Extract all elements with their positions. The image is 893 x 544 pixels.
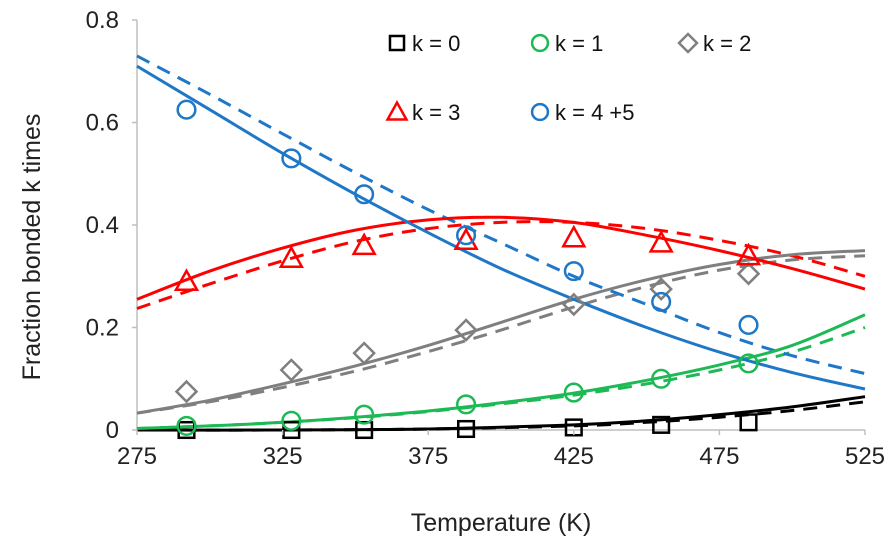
- legend-label-k4: k = 4 +5: [555, 100, 635, 125]
- fit-solid-k3: [136, 215, 866, 301]
- fit-lines: [136, 54, 866, 432]
- legend-marker-k1: [530, 33, 550, 53]
- data-point-k2-1: [279, 358, 304, 382]
- x-tick-label-5: 525: [845, 443, 885, 470]
- x-tick-label-0: 275: [117, 443, 157, 470]
- legend-label-k3: k = 3: [412, 100, 460, 125]
- data-point-k4-5: [651, 291, 672, 312]
- data-point-k3-5: [648, 229, 674, 253]
- fit-dashed-k2: [136, 254, 866, 415]
- y-tick-label-2: 0.4: [86, 212, 119, 239]
- data-point-k3-4: [561, 224, 587, 248]
- x-tick-label-4: 475: [699, 443, 739, 470]
- data-point-k4-0: [176, 99, 197, 120]
- data-point-k3-2: [351, 232, 377, 256]
- data-point-k1-4: [563, 382, 584, 403]
- y-tick-label-1: 0.2: [86, 315, 119, 342]
- data-point-k1-3: [456, 394, 477, 415]
- x-axis-title: Temperature (K): [411, 509, 592, 537]
- data-point-k0-5: [652, 415, 671, 434]
- y-tick-label-4: 0.8: [86, 7, 119, 34]
- data-point-k0-4: [564, 418, 583, 437]
- data-point-k2-4: [562, 292, 586, 317]
- data-point-k4-3: [456, 225, 477, 246]
- legend-label-k2: k = 2: [703, 31, 751, 56]
- legend-marker-k4: [530, 102, 550, 122]
- data-point-k2-6: [736, 261, 761, 286]
- fit-solid-k4: [136, 64, 866, 391]
- data-point-k1-6: [738, 353, 759, 374]
- data-point-k1-2: [354, 404, 375, 425]
- data-point-k2-0: [174, 379, 199, 404]
- data-point-k4-2: [354, 184, 375, 205]
- y-tick-label-0: 0: [106, 417, 119, 444]
- fit-dashed-k4: [136, 54, 866, 376]
- data-point-k1-5: [651, 368, 672, 389]
- data-point-k3-3: [453, 227, 479, 251]
- legend: k = 0 k = 1 k = 2 k = 3 k = 4 +5: [385, 31, 751, 125]
- data-points: [173, 99, 762, 440]
- data-point-k3-1: [278, 245, 304, 268]
- x-tick-label-2: 375: [408, 443, 448, 470]
- data-point-k4-4: [563, 261, 584, 282]
- y-axis-title: Fraction bonded k times: [18, 114, 46, 381]
- x-tick-label-3: 425: [554, 443, 594, 470]
- fit-dashed-k3: [136, 220, 866, 310]
- data-point-k2-3: [454, 318, 478, 342]
- data-point-k0-1: [282, 420, 301, 440]
- data-point-k0-6: [739, 413, 758, 432]
- data-point-k2-2: [352, 341, 376, 365]
- x-tick-label-1: 325: [263, 443, 303, 470]
- data-point-k3-0: [173, 268, 200, 292]
- data-point-k0-3: [457, 419, 476, 439]
- legend-label-k1: k = 1: [555, 31, 603, 56]
- legend-marker-k3: [385, 99, 409, 121]
- data-point-k1-1: [281, 410, 302, 431]
- legend-marker-k2: [677, 32, 699, 54]
- data-point-k4-1: [281, 148, 302, 169]
- legend-label-k0: k = 0: [412, 31, 460, 56]
- data-point-k1-0: [176, 415, 197, 436]
- data-point-k3-6: [735, 242, 762, 266]
- data-point-k2-5: [649, 277, 673, 301]
- legend-marker-k0: [388, 34, 406, 52]
- tick-labels: 275 325 375 425 475 525 0 0.2 0.4 0.6 0.8: [86, 7, 885, 470]
- y-tick-label-3: 0.6: [86, 110, 119, 137]
- data-point-k4-6: [738, 314, 759, 335]
